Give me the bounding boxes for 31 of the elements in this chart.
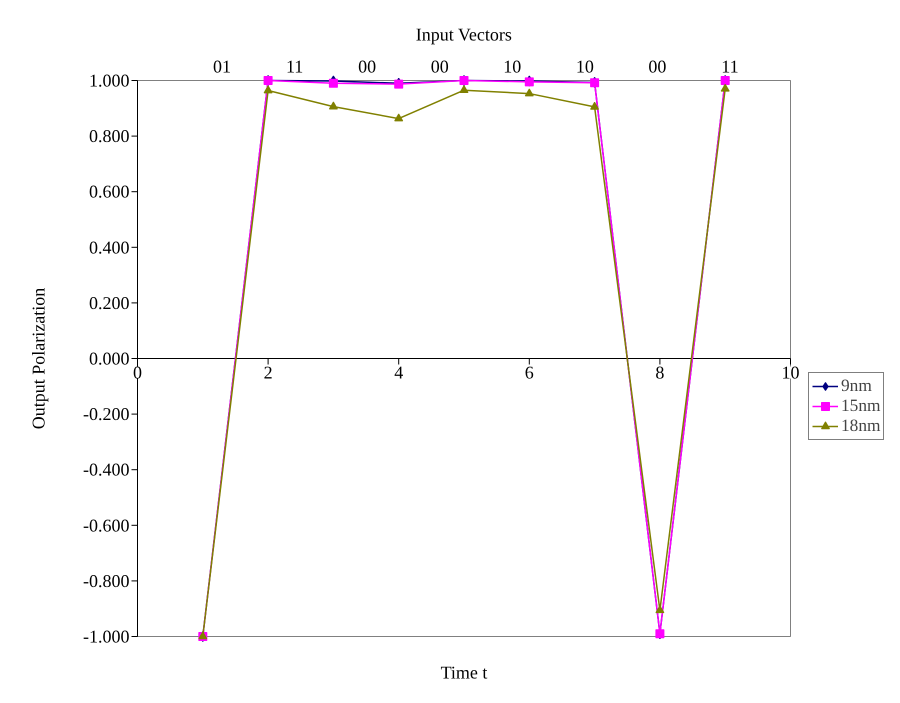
y-tick-label: -1.000 [83,626,130,646]
x-tick-label: 4 [394,362,404,382]
y-tick-label: 1.000 [89,70,130,90]
text: 11 [721,56,739,76]
text: 00 [430,56,449,76]
x-tick-label: 8 [655,362,664,382]
text: 00 [648,56,666,76]
y-tick-label: 0.000 [89,348,130,368]
legend-label: 15nm [841,396,880,416]
y-tick-label: 0.400 [89,237,130,258]
y-tick-label: 0.600 [89,182,130,202]
y-tick-label: -0.400 [83,460,130,480]
x-tick-label: 6 [524,362,534,382]
x-tick-label: 10 [782,362,800,382]
x-tick-label: 2 [264,362,273,382]
legend-label: 18nm [841,416,880,436]
text: 10 [503,56,522,76]
legend-label: 9nm [841,376,872,396]
text: 01 [213,56,232,76]
x-tick-label: 0 [133,362,142,382]
y-tick-label: -0.600 [83,515,130,536]
y-tick-label: 0.800 [89,126,130,146]
x2-axis-title: Input Vectors [416,24,512,44]
text: 11 [286,56,304,76]
y-tick-label: -0.200 [83,404,130,424]
y-tick-label: 0.200 [89,292,130,313]
text: 10 [576,56,594,76]
y-tick-label: -0.800 [83,570,130,591]
text: 00 [358,56,376,76]
y-axis-title: Output Polarization [28,288,48,430]
x-axis-title: Time t [440,662,488,682]
